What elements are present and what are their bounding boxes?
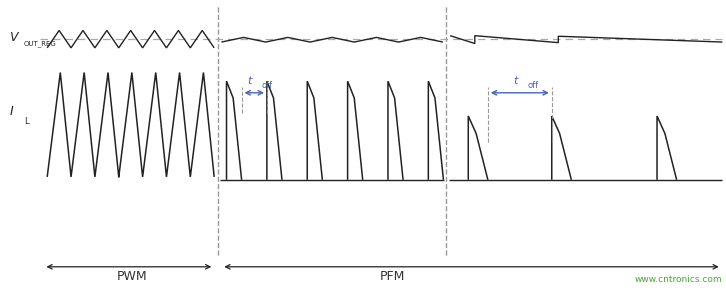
Text: PFM: PFM bbox=[380, 270, 404, 283]
Text: off: off bbox=[261, 81, 273, 90]
Text: $V$: $V$ bbox=[9, 31, 20, 44]
Text: $I$: $I$ bbox=[9, 105, 14, 118]
Text: PWM: PWM bbox=[117, 270, 148, 283]
Text: off: off bbox=[527, 81, 538, 90]
Text: L: L bbox=[24, 117, 28, 126]
Text: OUT_REG: OUT_REG bbox=[23, 40, 56, 47]
Text: $t$: $t$ bbox=[248, 74, 254, 86]
Text: $t$: $t$ bbox=[513, 74, 520, 86]
Text: www.cntronics.com: www.cntronics.com bbox=[635, 275, 722, 284]
